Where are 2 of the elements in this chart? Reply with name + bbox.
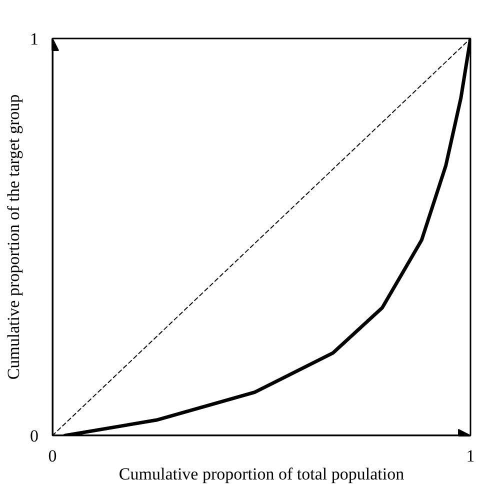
y-axis-title: Cumulative proportion of the target group [4,94,23,380]
x-axis-title: Cumulative proportion of total population [118,464,405,484]
